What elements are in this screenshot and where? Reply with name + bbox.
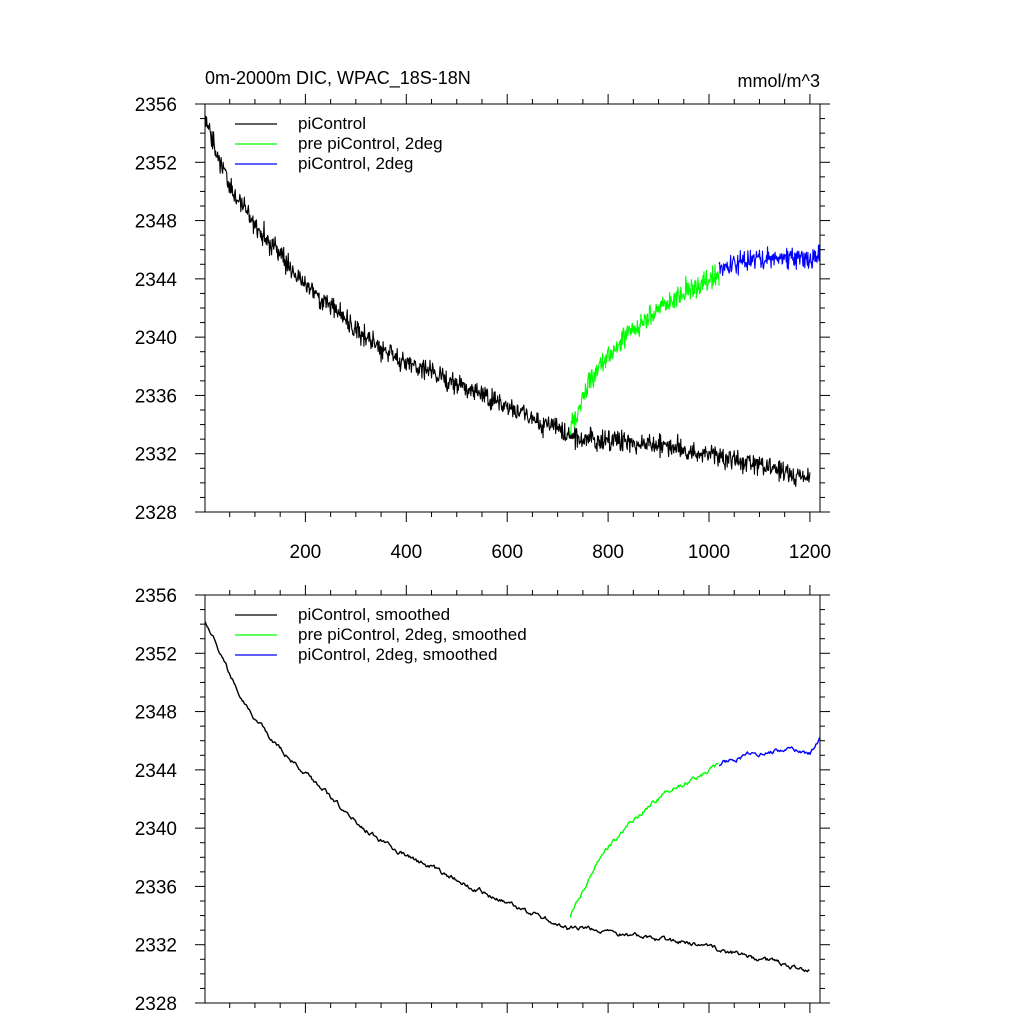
- bottom-ytick-label: 2356: [135, 586, 177, 607]
- top-ytick-label: 2336: [135, 386, 177, 407]
- bottom-series-picontrol-smoothed: [205, 621, 810, 973]
- bottom-legend-label: piControl, 2deg, smoothed: [298, 645, 497, 664]
- top-xtick-label: 800: [592, 542, 624, 563]
- top-series-picontrol-2deg: [718, 244, 820, 277]
- top-ytick-label: 2356: [135, 95, 177, 116]
- bottom-legend-label: pre piControl, 2deg, smoothed: [298, 625, 527, 644]
- bottom-ytick-label: 2332: [135, 936, 177, 957]
- units-label: mmol/m^3: [738, 71, 820, 91]
- top-xtick-label: 400: [390, 542, 422, 563]
- top-xtick-label: 1000: [688, 542, 730, 563]
- top-xtick-label: 1200: [789, 542, 831, 563]
- bottom-ytick-label: 2336: [135, 877, 177, 898]
- top-xtick-label: 200: [290, 542, 322, 563]
- top-ytick-label: 2328: [135, 503, 177, 524]
- bottom-ytick-label: 2352: [135, 644, 177, 665]
- top-legend-label: pre piControl, 2deg: [298, 134, 443, 153]
- top-ytick-label: 2348: [135, 212, 177, 233]
- top-series-pre-picontrol-2deg: [569, 264, 720, 435]
- bottom-ytick-label: 2328: [135, 994, 177, 1015]
- top-series-picontrol: [205, 115, 811, 487]
- bottom-ytick-label: 2344: [135, 761, 178, 782]
- bottom-series-picontrol-2deg-smoothed: [718, 736, 820, 767]
- top-panel: 2328 2332 2336 2340 2344 2348 2352 2356 200 400 60…: [135, 94, 831, 563]
- bottom-ytick-label: 2348: [135, 703, 177, 724]
- top-legend-label: piControl, 2deg: [298, 154, 413, 173]
- top-ytick-label: 2352: [135, 153, 177, 174]
- bottom-panel: 2328 2332 2336 2340 2344 2348 2352 2356 piContro…: [135, 585, 830, 1015]
- top-xtick-label: 600: [491, 542, 523, 563]
- bottom-legend-label: piControl, smoothed: [298, 605, 450, 624]
- chart-title: 0m-2000m DIC, WPAC_18S-18N: [205, 68, 471, 89]
- top-ytick-label: 2332: [135, 445, 177, 466]
- top-ytick-label: 2344: [135, 270, 178, 291]
- top-ytick-label: 2340: [135, 328, 177, 349]
- bottom-series-pre-picontrol-2deg-smoothed: [569, 762, 719, 918]
- bottom-ytick-label: 2340: [135, 819, 177, 840]
- top-legend-label: piControl: [298, 114, 366, 133]
